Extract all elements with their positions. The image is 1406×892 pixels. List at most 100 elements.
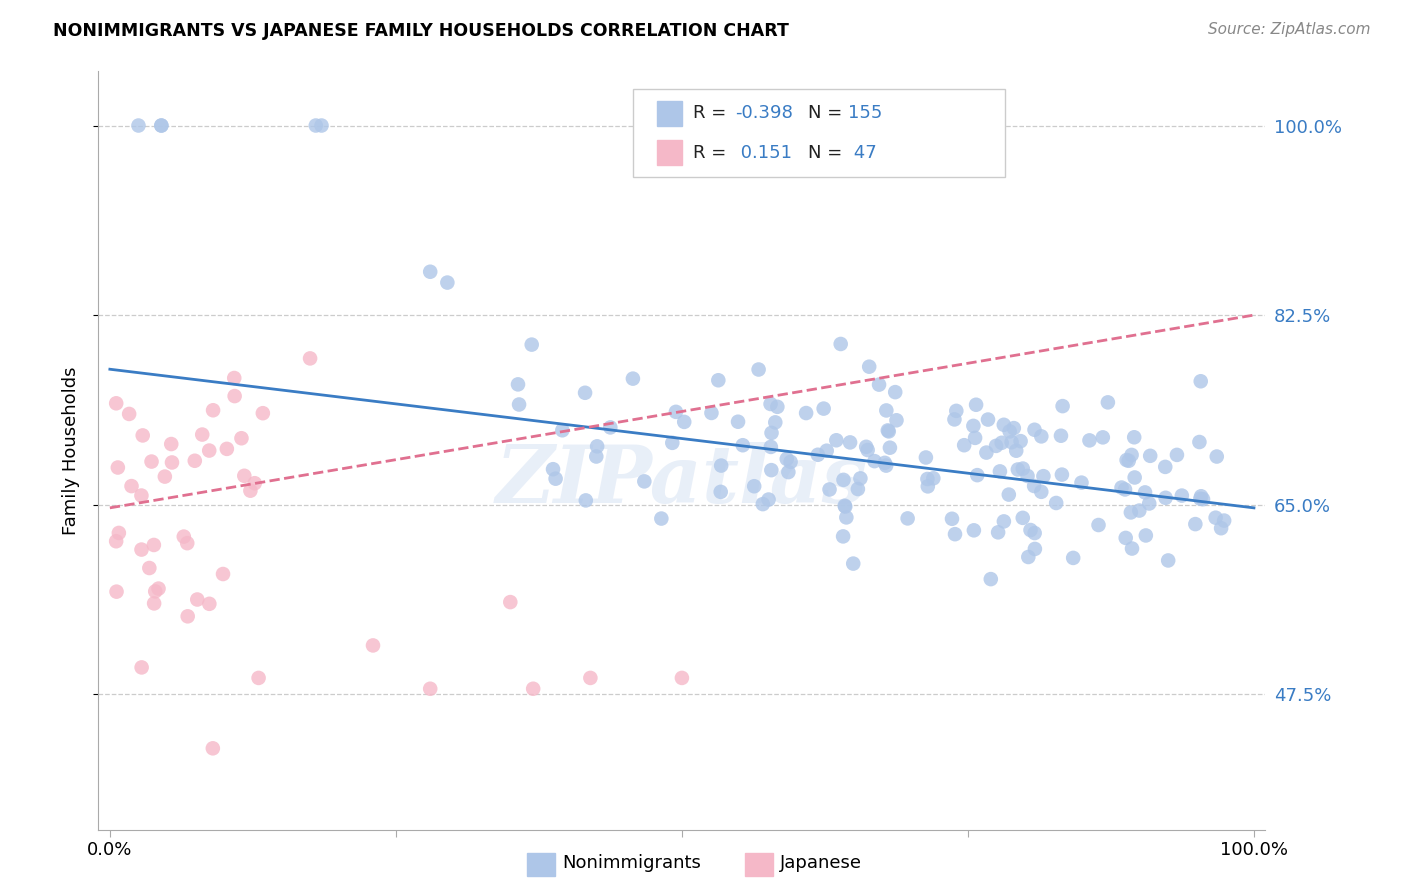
Point <box>311 119 333 133</box>
Point <box>142 538 165 552</box>
Point <box>191 427 214 442</box>
Point <box>1184 517 1206 532</box>
Point <box>299 351 322 366</box>
Point <box>842 557 865 571</box>
Point <box>1011 461 1033 475</box>
Point <box>707 373 730 387</box>
Point <box>1192 492 1215 507</box>
Point <box>436 276 458 290</box>
Point <box>1031 429 1053 443</box>
Point <box>224 371 246 385</box>
Point <box>984 439 1007 453</box>
Point <box>252 406 274 420</box>
Point <box>499 595 522 609</box>
Point <box>835 510 858 524</box>
Point <box>633 475 655 489</box>
Point <box>1121 541 1143 556</box>
Point <box>305 119 328 133</box>
Text: R =: R = <box>693 144 733 161</box>
Point <box>1213 514 1236 528</box>
Text: N =: N = <box>808 144 848 161</box>
Point <box>551 423 574 437</box>
Text: ZIPatlas: ZIPatlas <box>496 442 868 519</box>
Point <box>141 454 163 468</box>
Point <box>993 515 1015 529</box>
Point <box>832 529 855 543</box>
Point <box>832 473 855 487</box>
Point <box>998 425 1021 439</box>
Point <box>671 671 693 685</box>
Point <box>877 425 900 439</box>
Point <box>990 435 1012 450</box>
Point <box>966 468 988 483</box>
Point <box>131 489 153 503</box>
Point <box>766 400 789 414</box>
Point <box>1135 528 1157 542</box>
Point <box>965 398 987 412</box>
Point <box>1052 399 1074 413</box>
Point <box>520 337 543 351</box>
Point <box>108 525 131 540</box>
Point <box>873 456 896 470</box>
Point <box>945 404 967 418</box>
Point <box>794 406 817 420</box>
Point <box>1001 435 1024 450</box>
Point <box>963 524 986 538</box>
Point <box>897 511 920 525</box>
Point <box>700 406 723 420</box>
Text: Japanese: Japanese <box>780 855 862 872</box>
Point <box>184 454 207 468</box>
Point <box>621 371 644 385</box>
Point <box>150 119 173 133</box>
Point <box>198 597 221 611</box>
Text: N =: N = <box>808 104 848 122</box>
Point <box>917 472 939 486</box>
Point <box>202 403 225 417</box>
Point <box>1031 484 1053 499</box>
Point <box>239 483 262 498</box>
Point <box>763 415 786 429</box>
Point <box>1154 459 1177 474</box>
Point <box>1119 505 1142 519</box>
Text: 0.151: 0.151 <box>735 144 793 161</box>
Point <box>153 469 176 483</box>
Point <box>1209 521 1232 535</box>
Point <box>186 592 208 607</box>
Point <box>585 450 607 464</box>
Point <box>1017 549 1039 564</box>
Point <box>830 337 852 351</box>
Point <box>131 542 153 557</box>
Point <box>1189 374 1212 388</box>
Point <box>834 500 856 514</box>
Point <box>1133 485 1156 500</box>
Point <box>1121 448 1143 462</box>
Point <box>1189 491 1212 506</box>
Point <box>1024 479 1046 493</box>
Point <box>247 671 270 685</box>
Point <box>815 443 838 458</box>
Point <box>875 403 897 417</box>
Point <box>943 527 966 541</box>
Point <box>1115 453 1137 467</box>
Point <box>1154 491 1177 505</box>
Point <box>748 362 770 376</box>
Text: -0.398: -0.398 <box>735 104 793 122</box>
Point <box>977 412 1000 426</box>
Point <box>976 445 998 459</box>
Point <box>665 405 688 419</box>
Point <box>1005 443 1028 458</box>
Point <box>661 435 683 450</box>
Point <box>1123 430 1146 444</box>
Point <box>834 499 856 513</box>
Point <box>807 448 830 462</box>
Point <box>1024 423 1046 437</box>
Point <box>998 487 1021 501</box>
Point <box>761 425 783 440</box>
Point <box>132 428 155 442</box>
Point <box>243 476 266 491</box>
Point <box>875 458 897 473</box>
Point <box>506 377 529 392</box>
Point <box>1032 469 1054 483</box>
Point <box>1139 449 1161 463</box>
Point <box>105 584 128 599</box>
